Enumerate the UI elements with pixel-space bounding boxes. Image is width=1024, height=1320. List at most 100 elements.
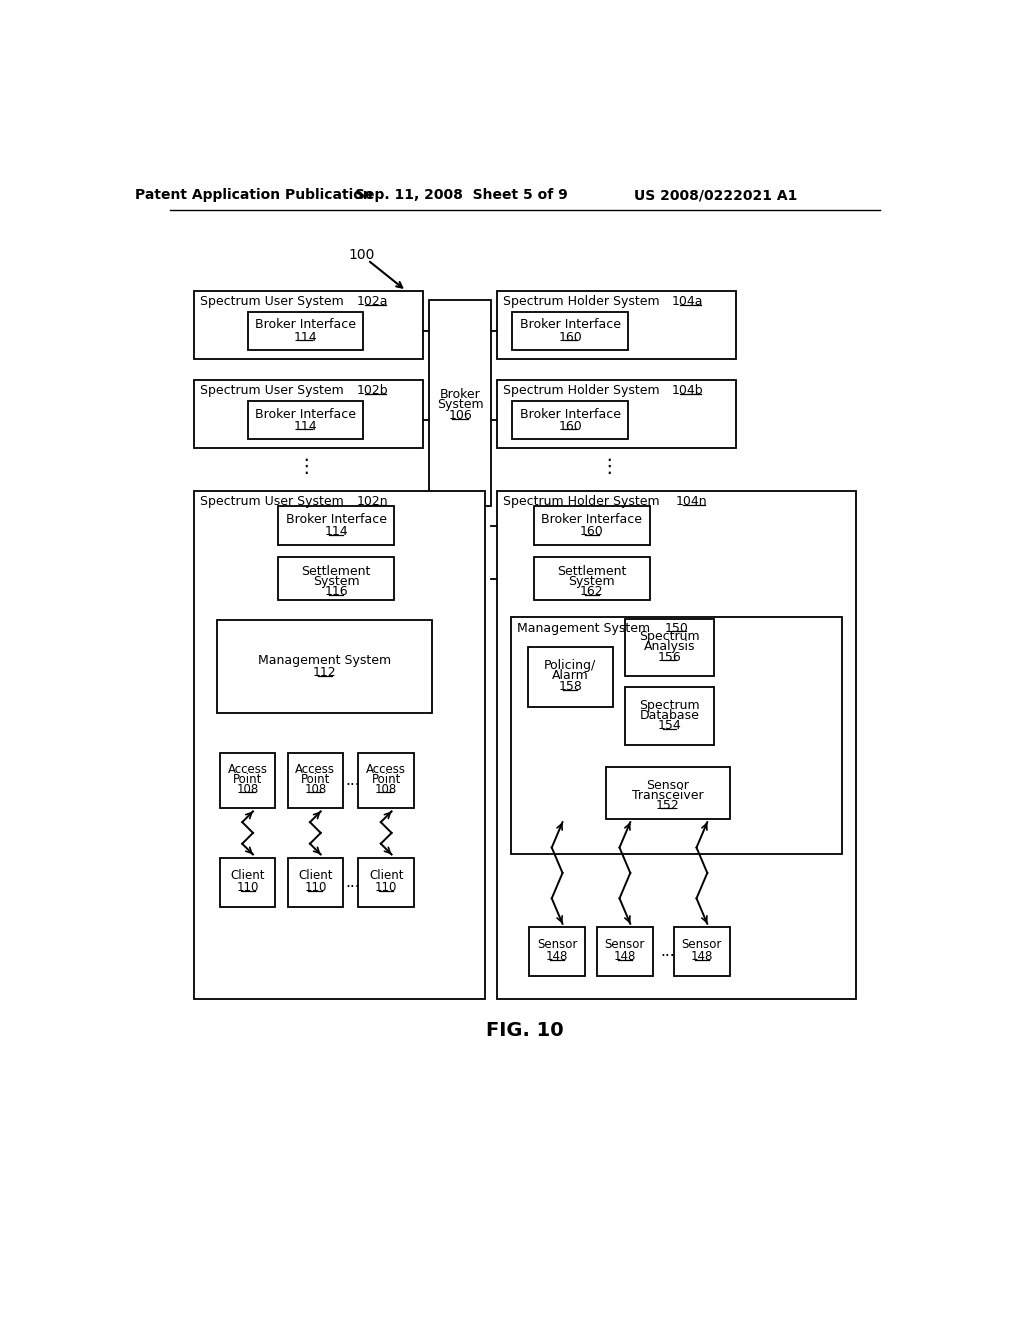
Bar bbox=[220, 858, 275, 907]
Bar bbox=[497, 380, 736, 447]
Text: ...: ... bbox=[659, 944, 675, 960]
Text: 110: 110 bbox=[237, 880, 259, 894]
Text: 110: 110 bbox=[304, 880, 327, 894]
Text: Sep. 11, 2008  Sheet 5 of 9: Sep. 11, 2008 Sheet 5 of 9 bbox=[355, 189, 568, 202]
Text: 116: 116 bbox=[325, 585, 348, 598]
Text: 104n: 104n bbox=[676, 495, 708, 508]
Text: Policing/: Policing/ bbox=[544, 659, 596, 672]
Bar bbox=[358, 752, 414, 808]
Text: 156: 156 bbox=[657, 651, 681, 664]
Text: System: System bbox=[568, 576, 615, 589]
Text: 104b: 104b bbox=[672, 384, 703, 397]
Text: Transceiver: Transceiver bbox=[632, 788, 703, 801]
Bar bbox=[288, 752, 343, 808]
Bar bbox=[497, 290, 736, 359]
Text: 160: 160 bbox=[558, 330, 582, 343]
Bar bbox=[194, 290, 423, 359]
Text: 108: 108 bbox=[304, 783, 327, 796]
Text: FIG. 10: FIG. 10 bbox=[486, 1020, 563, 1040]
Text: Patent Application Publication: Patent Application Publication bbox=[135, 189, 373, 202]
Text: Broker Interface: Broker Interface bbox=[286, 513, 387, 527]
Text: Management System: Management System bbox=[517, 622, 650, 635]
Bar bbox=[535, 507, 649, 545]
Text: 110: 110 bbox=[375, 880, 397, 894]
Text: Access: Access bbox=[295, 763, 336, 776]
Text: 148: 148 bbox=[691, 950, 713, 964]
Text: Broker Interface: Broker Interface bbox=[542, 513, 642, 527]
Text: Sensor: Sensor bbox=[646, 779, 689, 792]
Bar bbox=[248, 401, 364, 440]
Text: Point: Point bbox=[372, 772, 400, 785]
Text: 154: 154 bbox=[657, 719, 681, 733]
Bar bbox=[497, 491, 856, 999]
Text: Analysis: Analysis bbox=[644, 640, 695, 653]
Bar bbox=[279, 507, 394, 545]
Text: Sensor: Sensor bbox=[682, 939, 722, 952]
Bar bbox=[512, 401, 628, 440]
Text: 148: 148 bbox=[546, 950, 568, 964]
Text: Spectrum User System: Spectrum User System bbox=[200, 384, 344, 397]
Bar bbox=[194, 380, 423, 447]
Text: 102a: 102a bbox=[357, 296, 388, 308]
Text: 106: 106 bbox=[449, 409, 472, 422]
Text: Alarm: Alarm bbox=[552, 669, 589, 682]
Text: Sensor: Sensor bbox=[605, 939, 645, 952]
Bar bbox=[535, 557, 649, 601]
Text: Spectrum: Spectrum bbox=[639, 630, 699, 643]
Text: Spectrum User System: Spectrum User System bbox=[200, 296, 344, 308]
Text: Broker Interface: Broker Interface bbox=[255, 408, 356, 421]
Bar bbox=[194, 491, 484, 999]
Bar bbox=[674, 927, 730, 977]
Text: Access: Access bbox=[367, 763, 407, 776]
Text: 104a: 104a bbox=[672, 296, 703, 308]
Text: 148: 148 bbox=[613, 950, 636, 964]
Bar bbox=[217, 620, 432, 713]
Text: Spectrum Holder System: Spectrum Holder System bbox=[503, 384, 659, 397]
Text: Point: Point bbox=[232, 772, 262, 785]
Text: Access: Access bbox=[227, 763, 267, 776]
Text: Client: Client bbox=[230, 869, 265, 882]
Text: Broker Interface: Broker Interface bbox=[520, 408, 621, 421]
Text: 114: 114 bbox=[294, 420, 317, 433]
Bar bbox=[279, 557, 394, 601]
Text: Settlement: Settlement bbox=[557, 565, 627, 578]
Text: 160: 160 bbox=[558, 420, 582, 433]
Text: System: System bbox=[313, 576, 359, 589]
Text: 112: 112 bbox=[312, 667, 337, 680]
Text: ...: ... bbox=[345, 875, 359, 890]
Bar bbox=[429, 300, 490, 507]
Text: Spectrum: Spectrum bbox=[639, 698, 699, 711]
Bar bbox=[358, 858, 414, 907]
Bar bbox=[528, 647, 612, 706]
Text: US 2008/0222021 A1: US 2008/0222021 A1 bbox=[634, 189, 798, 202]
Bar bbox=[529, 927, 585, 977]
Text: 114: 114 bbox=[294, 330, 317, 343]
Text: Client: Client bbox=[298, 869, 333, 882]
Text: Broker Interface: Broker Interface bbox=[255, 318, 356, 331]
Text: 100: 100 bbox=[348, 248, 375, 261]
Text: Broker Interface: Broker Interface bbox=[520, 318, 621, 331]
Bar bbox=[625, 619, 714, 676]
Text: Sensor: Sensor bbox=[537, 939, 578, 952]
Text: Spectrum User System: Spectrum User System bbox=[200, 495, 344, 508]
Bar bbox=[597, 927, 652, 977]
Text: 108: 108 bbox=[375, 783, 397, 796]
Text: Settlement: Settlement bbox=[301, 565, 371, 578]
Bar bbox=[606, 767, 730, 818]
Bar bbox=[625, 686, 714, 744]
Text: System: System bbox=[437, 399, 483, 412]
Bar bbox=[248, 312, 364, 350]
Bar bbox=[220, 752, 275, 808]
Text: ...: ... bbox=[345, 774, 359, 788]
Text: Client: Client bbox=[369, 869, 403, 882]
Text: 160: 160 bbox=[580, 525, 604, 539]
Text: Point: Point bbox=[301, 772, 330, 785]
Text: ⋮: ⋮ bbox=[296, 457, 315, 477]
Text: Database: Database bbox=[640, 709, 699, 722]
Bar bbox=[512, 312, 628, 350]
Text: 152: 152 bbox=[656, 799, 680, 812]
Text: ⋮: ⋮ bbox=[600, 457, 620, 477]
Text: Management System: Management System bbox=[258, 653, 391, 667]
Text: 102n: 102n bbox=[357, 495, 388, 508]
Text: 158: 158 bbox=[558, 680, 583, 693]
